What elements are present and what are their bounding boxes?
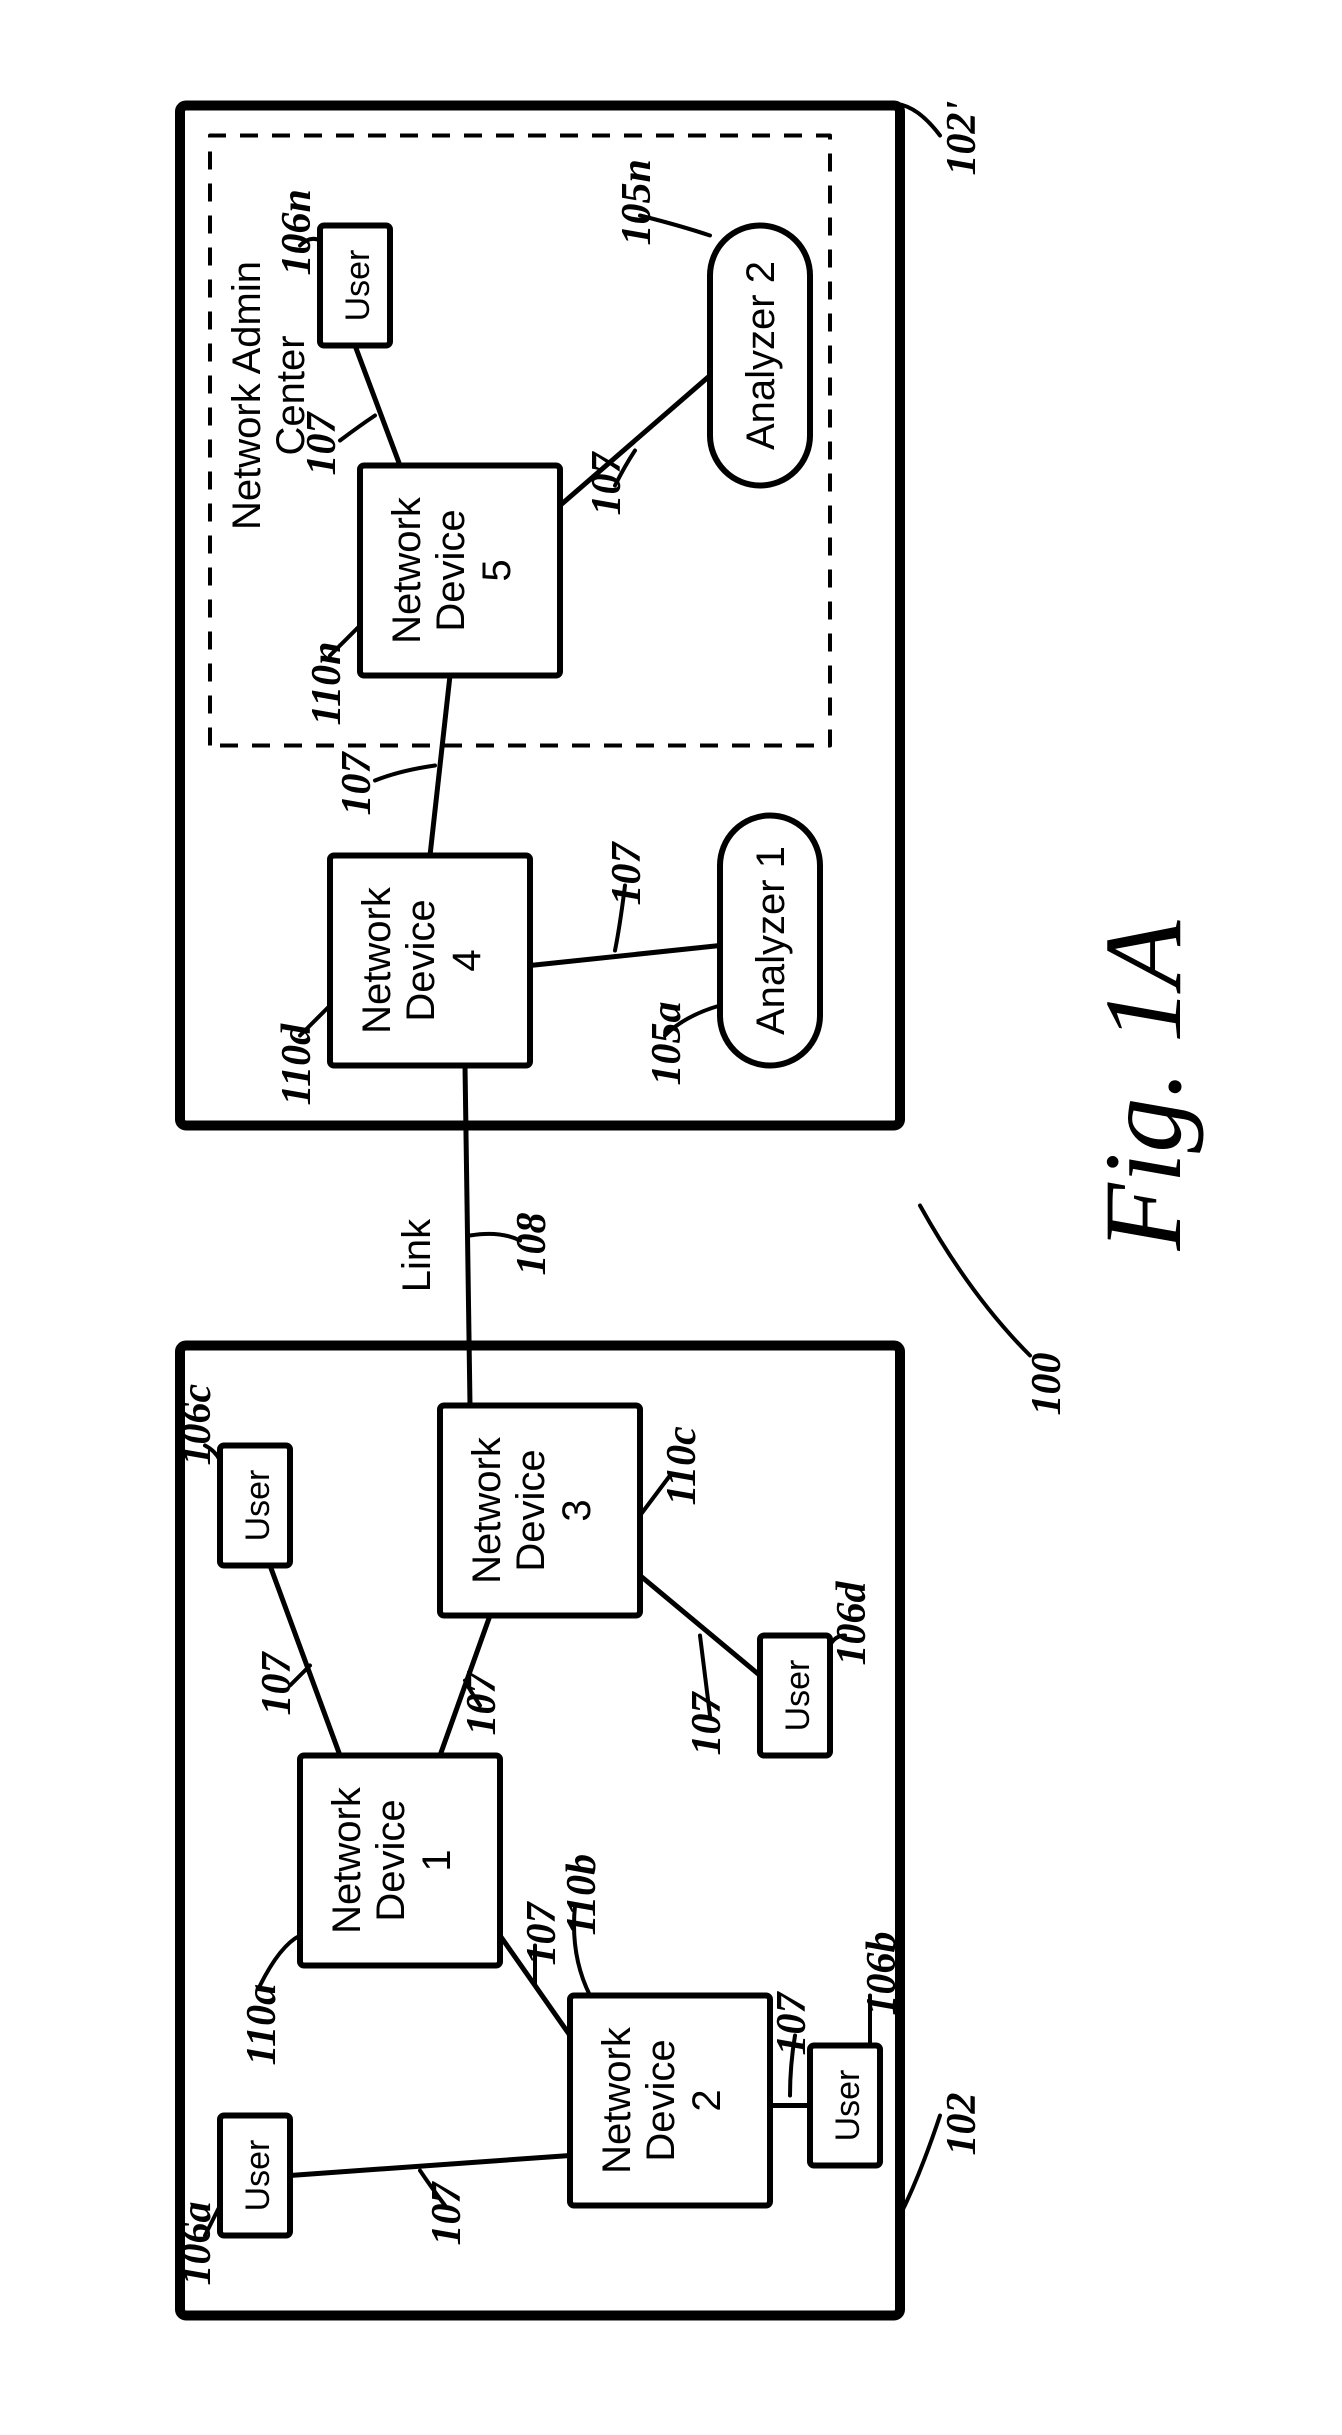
device-label2-nd4: Device [399, 899, 443, 1021]
edge-nd5-a2 [560, 375, 710, 505]
lead-100 [920, 1205, 1030, 1355]
device-label1-nd1: Network [325, 1786, 369, 1934]
lead-102 [900, 2115, 940, 2215]
lead107-nd5-un [340, 415, 375, 440]
user-label-ua: User [239, 2139, 277, 2211]
device-ref-nd5: 110n [304, 641, 350, 725]
device-ref-nd2: 110b [559, 1853, 605, 1935]
user-label-ud: User [779, 1659, 817, 1731]
ref107-nd4-a1: 107 [604, 840, 650, 905]
rotated-stage: Network AdminCenterNetworkDevice1110aNet… [0, 0, 1342, 2435]
device-ref-nd1: 110a [239, 1983, 285, 2065]
edge-nd5-un [355, 345, 400, 465]
analyzer-label-a1: Analyzer 1 [749, 846, 793, 1035]
analyzer-ref-a2: 105n [614, 159, 660, 245]
device-num-nd1: 1 [415, 1849, 459, 1871]
analyzer-ref-a1: 105a [644, 1001, 690, 1085]
user-label-un: User [339, 249, 377, 321]
device-label1-nd4: Network [355, 886, 399, 1034]
ref107-nd4-nd5: 107 [334, 750, 380, 815]
ref-100: 100 [1024, 1352, 1070, 1415]
device-ref-nd4: 110d [274, 1022, 320, 1105]
device-num-nd4: 4 [445, 949, 489, 971]
user-label-ub: User [829, 2069, 867, 2141]
user-ref-un: 106n [274, 189, 320, 275]
edge-nd4-a1 [530, 945, 720, 965]
device-label1-nd2: Network [595, 2026, 639, 2174]
device-num-nd2: 2 [685, 2089, 729, 2111]
device-label1-nd3: Network [465, 1436, 509, 1584]
device-num-nd5: 5 [475, 559, 519, 581]
device-label2-nd3: Device [509, 1449, 553, 1571]
interlink-ref: 108 [509, 1212, 555, 1275]
analyzer-label-a2: Analyzer 2 [739, 261, 783, 450]
edge-ua-nd2 [290, 2155, 570, 2175]
ref107-ua-nd2: 107 [424, 2180, 470, 2245]
ref107-nd1-nd2: 107 [519, 1900, 565, 1965]
user-ref-ua: 106a [174, 2201, 220, 2285]
user-ref-ub: 106b [859, 1931, 905, 2015]
user-ref-ud: 106d [829, 1580, 875, 1665]
lead107-nd4-nd5 [375, 765, 435, 780]
edge-nd3-ud [640, 1575, 760, 1675]
ref-102: 102 [939, 2092, 985, 2155]
user-label-uc: User [239, 1469, 277, 1541]
device-label2-nd1: Device [369, 1799, 413, 1921]
device-ref-nd3: 110c [659, 1425, 705, 1505]
interlink-label: Link [395, 1217, 439, 1291]
device-label2-nd2: Device [639, 2039, 683, 2161]
device-label1-nd5: Network [385, 496, 429, 644]
ref107-nd5-a2: 107 [584, 450, 630, 515]
device-label2-nd5: Device [429, 509, 473, 631]
ref107-nd5-un: 107 [299, 410, 345, 475]
figure-caption: Fig. 1A [1082, 919, 1204, 1251]
diagram-svg: Network AdminCenterNetworkDevice1110aNet… [0, 0, 1342, 2435]
admin-label-1: Network Admin [225, 261, 269, 530]
device-num-nd3: 3 [555, 1499, 599, 1521]
ref-102p: 102' [939, 100, 985, 175]
device-lead-nd1 [260, 1935, 300, 1985]
